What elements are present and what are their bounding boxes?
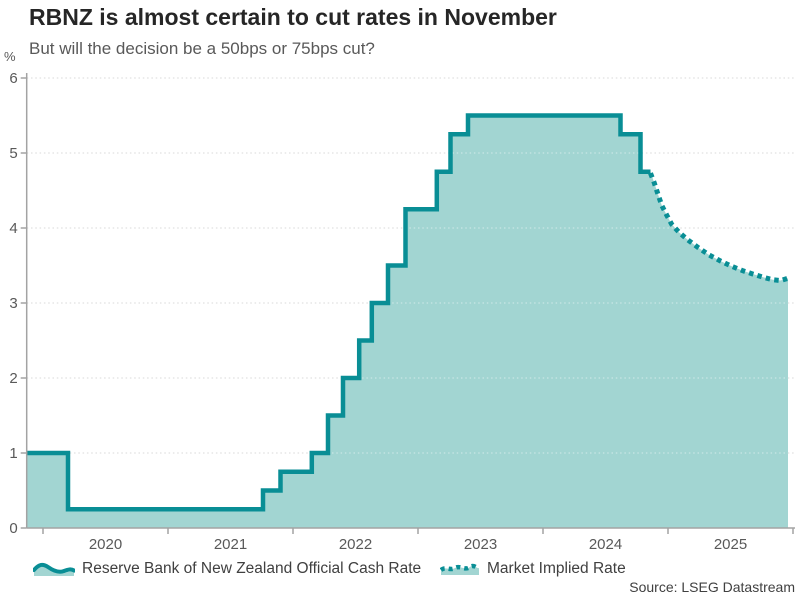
x-tick-label: 2025 [714,536,747,553]
dotted-series-icon [440,563,480,575]
source-attribution: Source: LSEG Datastream [629,579,795,595]
official-cash-rate-line [26,113,651,512]
y-axis-unit-label: % [4,49,16,64]
x-tick-label: 2021 [214,536,247,553]
y-tick-label: 6 [9,70,17,87]
x-tick-label: 2023 [464,536,497,553]
legend-item-market-implied-rate: Market Implied Rate [440,558,626,580]
chart-subtitle: But will the decision be a 50bps or 75bp… [29,39,375,58]
y-tick-label: 5 [9,145,17,162]
market-implied-rate-dotted-line [648,172,789,284]
y-tick-label: 2 [9,370,17,387]
legend-item-official-cash-rate: Reserve Bank of New Zealand Official Cas… [33,558,421,580]
y-tick-label: 3 [9,295,17,312]
chart-legend: Reserve Bank of New Zealand Official Cas… [0,558,801,580]
legend-label: Market Implied Rate [487,560,626,577]
x-tick-label: 2022 [339,536,372,553]
y-tick-label: 1 [9,445,17,462]
solid-area-series-icon [33,562,75,576]
cash-rate-area-fill [26,115,788,528]
x-tick-label: 2020 [89,536,122,553]
y-tick-label: 4 [9,220,17,237]
legend-label: Reserve Bank of New Zealand Official Cas… [82,560,422,577]
x-tick-label: 2024 [589,536,622,553]
page-title: RBNZ is almost certain to cut rates in N… [29,4,557,30]
y-tick-label: 0 [9,520,17,537]
